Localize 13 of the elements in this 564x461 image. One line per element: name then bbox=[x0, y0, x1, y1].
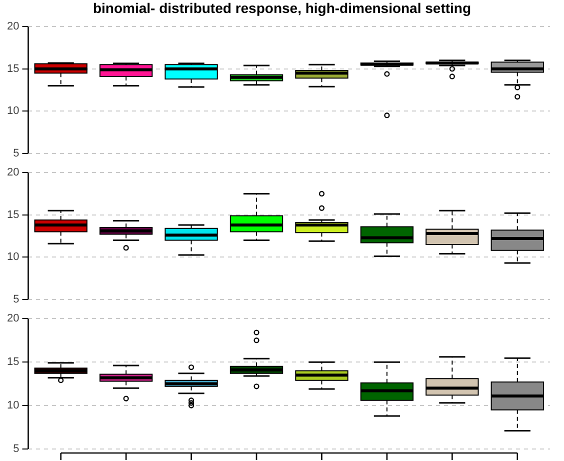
y-tick-label: 15 bbox=[6, 62, 20, 75]
y-tick-label: 20 bbox=[6, 166, 20, 179]
y-tick-label: 10 bbox=[6, 105, 20, 118]
y-tick-label: 20 bbox=[6, 312, 20, 325]
y-tick-label: 10 bbox=[6, 251, 20, 264]
y-tick-label: 15 bbox=[6, 356, 20, 368]
y-tick-label: 15 bbox=[6, 208, 20, 221]
y-tick-label: 5 bbox=[13, 147, 20, 160]
y-tick-label: 5 bbox=[13, 443, 20, 456]
y-tick-label: 5 bbox=[13, 293, 20, 306]
y-tick-label: 20 bbox=[6, 20, 20, 33]
y-tick-label: 10 bbox=[6, 400, 20, 412]
chart-title: binomial- distributed response, high-dimensional setting bbox=[92, 0, 472, 17]
